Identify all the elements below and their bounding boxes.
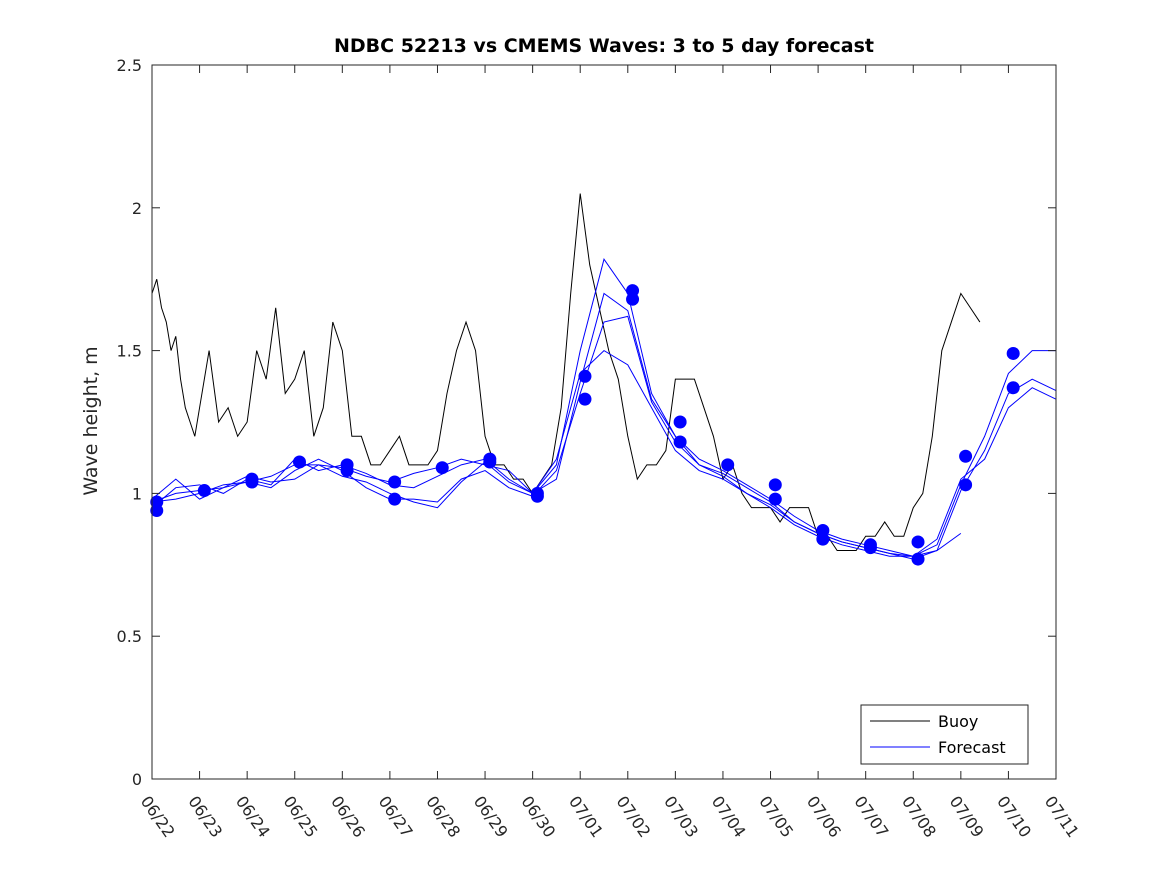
- forecast-marker: [1006, 381, 1020, 395]
- forecast-marker: [768, 492, 782, 506]
- forecast-marker: [911, 552, 925, 566]
- forecast-marker: [150, 504, 164, 518]
- x-tick-label: 07/04: [708, 792, 750, 841]
- forecast-marker: [959, 478, 973, 492]
- x-tick-label: 06/30: [517, 792, 559, 841]
- forecast-marker: [578, 369, 592, 383]
- forecast-marker: [435, 461, 449, 475]
- forecast-marker: [197, 484, 211, 498]
- forecast-marker: [578, 392, 592, 406]
- y-tick-label: 0.5: [117, 627, 142, 646]
- x-tick-label: 06/26: [327, 792, 369, 841]
- forecast-series-line-2: [151, 258, 1056, 557]
- buoy-series-line: [151, 193, 981, 552]
- legend: Buoy Forecast: [860, 704, 1029, 765]
- forecast-marker: [483, 455, 497, 469]
- forecast-marker: [768, 478, 782, 492]
- y-tick-label: 1: [132, 484, 142, 503]
- y-tick-label: 2: [132, 199, 142, 218]
- x-tick-label: 07/10: [993, 792, 1035, 841]
- y-tick-label: 1.5: [117, 342, 142, 361]
- forecast-marker: [816, 532, 830, 546]
- forecast-marker: [388, 475, 402, 489]
- forecast-marker: [721, 458, 735, 472]
- plot-frame: [151, 64, 1057, 780]
- x-tick-label: 06/27: [375, 792, 417, 841]
- legend-forecast-label: Forecast: [938, 738, 1006, 757]
- forecast-marker: [863, 541, 877, 555]
- x-tick-label: 07/03: [660, 792, 702, 841]
- forecast-series-line-3: [151, 315, 1057, 557]
- x-tick-label: 07/02: [613, 792, 655, 841]
- x-tick-label: 07/08: [898, 792, 940, 841]
- forecast-marker: [245, 475, 259, 489]
- forecast-marker: [626, 292, 640, 306]
- forecast-marker: [911, 535, 925, 549]
- y-tick-label: 0: [132, 770, 142, 789]
- forecast-series-line-4: [151, 349, 962, 557]
- x-tick-label: 07/05: [755, 792, 797, 841]
- x-tick-label: 07/06: [803, 792, 845, 841]
- y-tick-label: 2.5: [117, 56, 142, 75]
- x-tick-label: 06/23: [184, 792, 226, 841]
- forecast-series-line-1: [151, 292, 1057, 560]
- x-tick-label: 06/25: [279, 792, 321, 841]
- y-axis-label: Wave height, m: [80, 346, 102, 495]
- forecast-marker: [673, 415, 687, 429]
- x-tick-label: 06/24: [232, 792, 274, 841]
- forecast-marker: [340, 464, 354, 478]
- legend-box: [860, 704, 1029, 765]
- forecast-marker: [673, 435, 687, 449]
- forecast-marker: [388, 492, 402, 506]
- x-tick-label: 06/22: [137, 792, 179, 841]
- x-tick-label: 07/01: [565, 792, 607, 841]
- forecast-marker: [959, 449, 973, 463]
- forecast-marker: [530, 489, 544, 503]
- x-tick-label: 06/29: [470, 792, 512, 841]
- legend-buoy-label: Buoy: [938, 712, 978, 731]
- chart-title: NDBC 52213 vs CMEMS Waves: 3 to 5 day fo…: [334, 35, 874, 57]
- forecast-marker: [292, 455, 306, 469]
- x-tick-label: 07/09: [946, 792, 988, 841]
- x-tick-label: 07/11: [1041, 792, 1083, 841]
- x-tick-label: 06/28: [422, 792, 464, 841]
- forecast-marker: [1006, 346, 1020, 360]
- x-tick-label: 07/07: [850, 792, 892, 841]
